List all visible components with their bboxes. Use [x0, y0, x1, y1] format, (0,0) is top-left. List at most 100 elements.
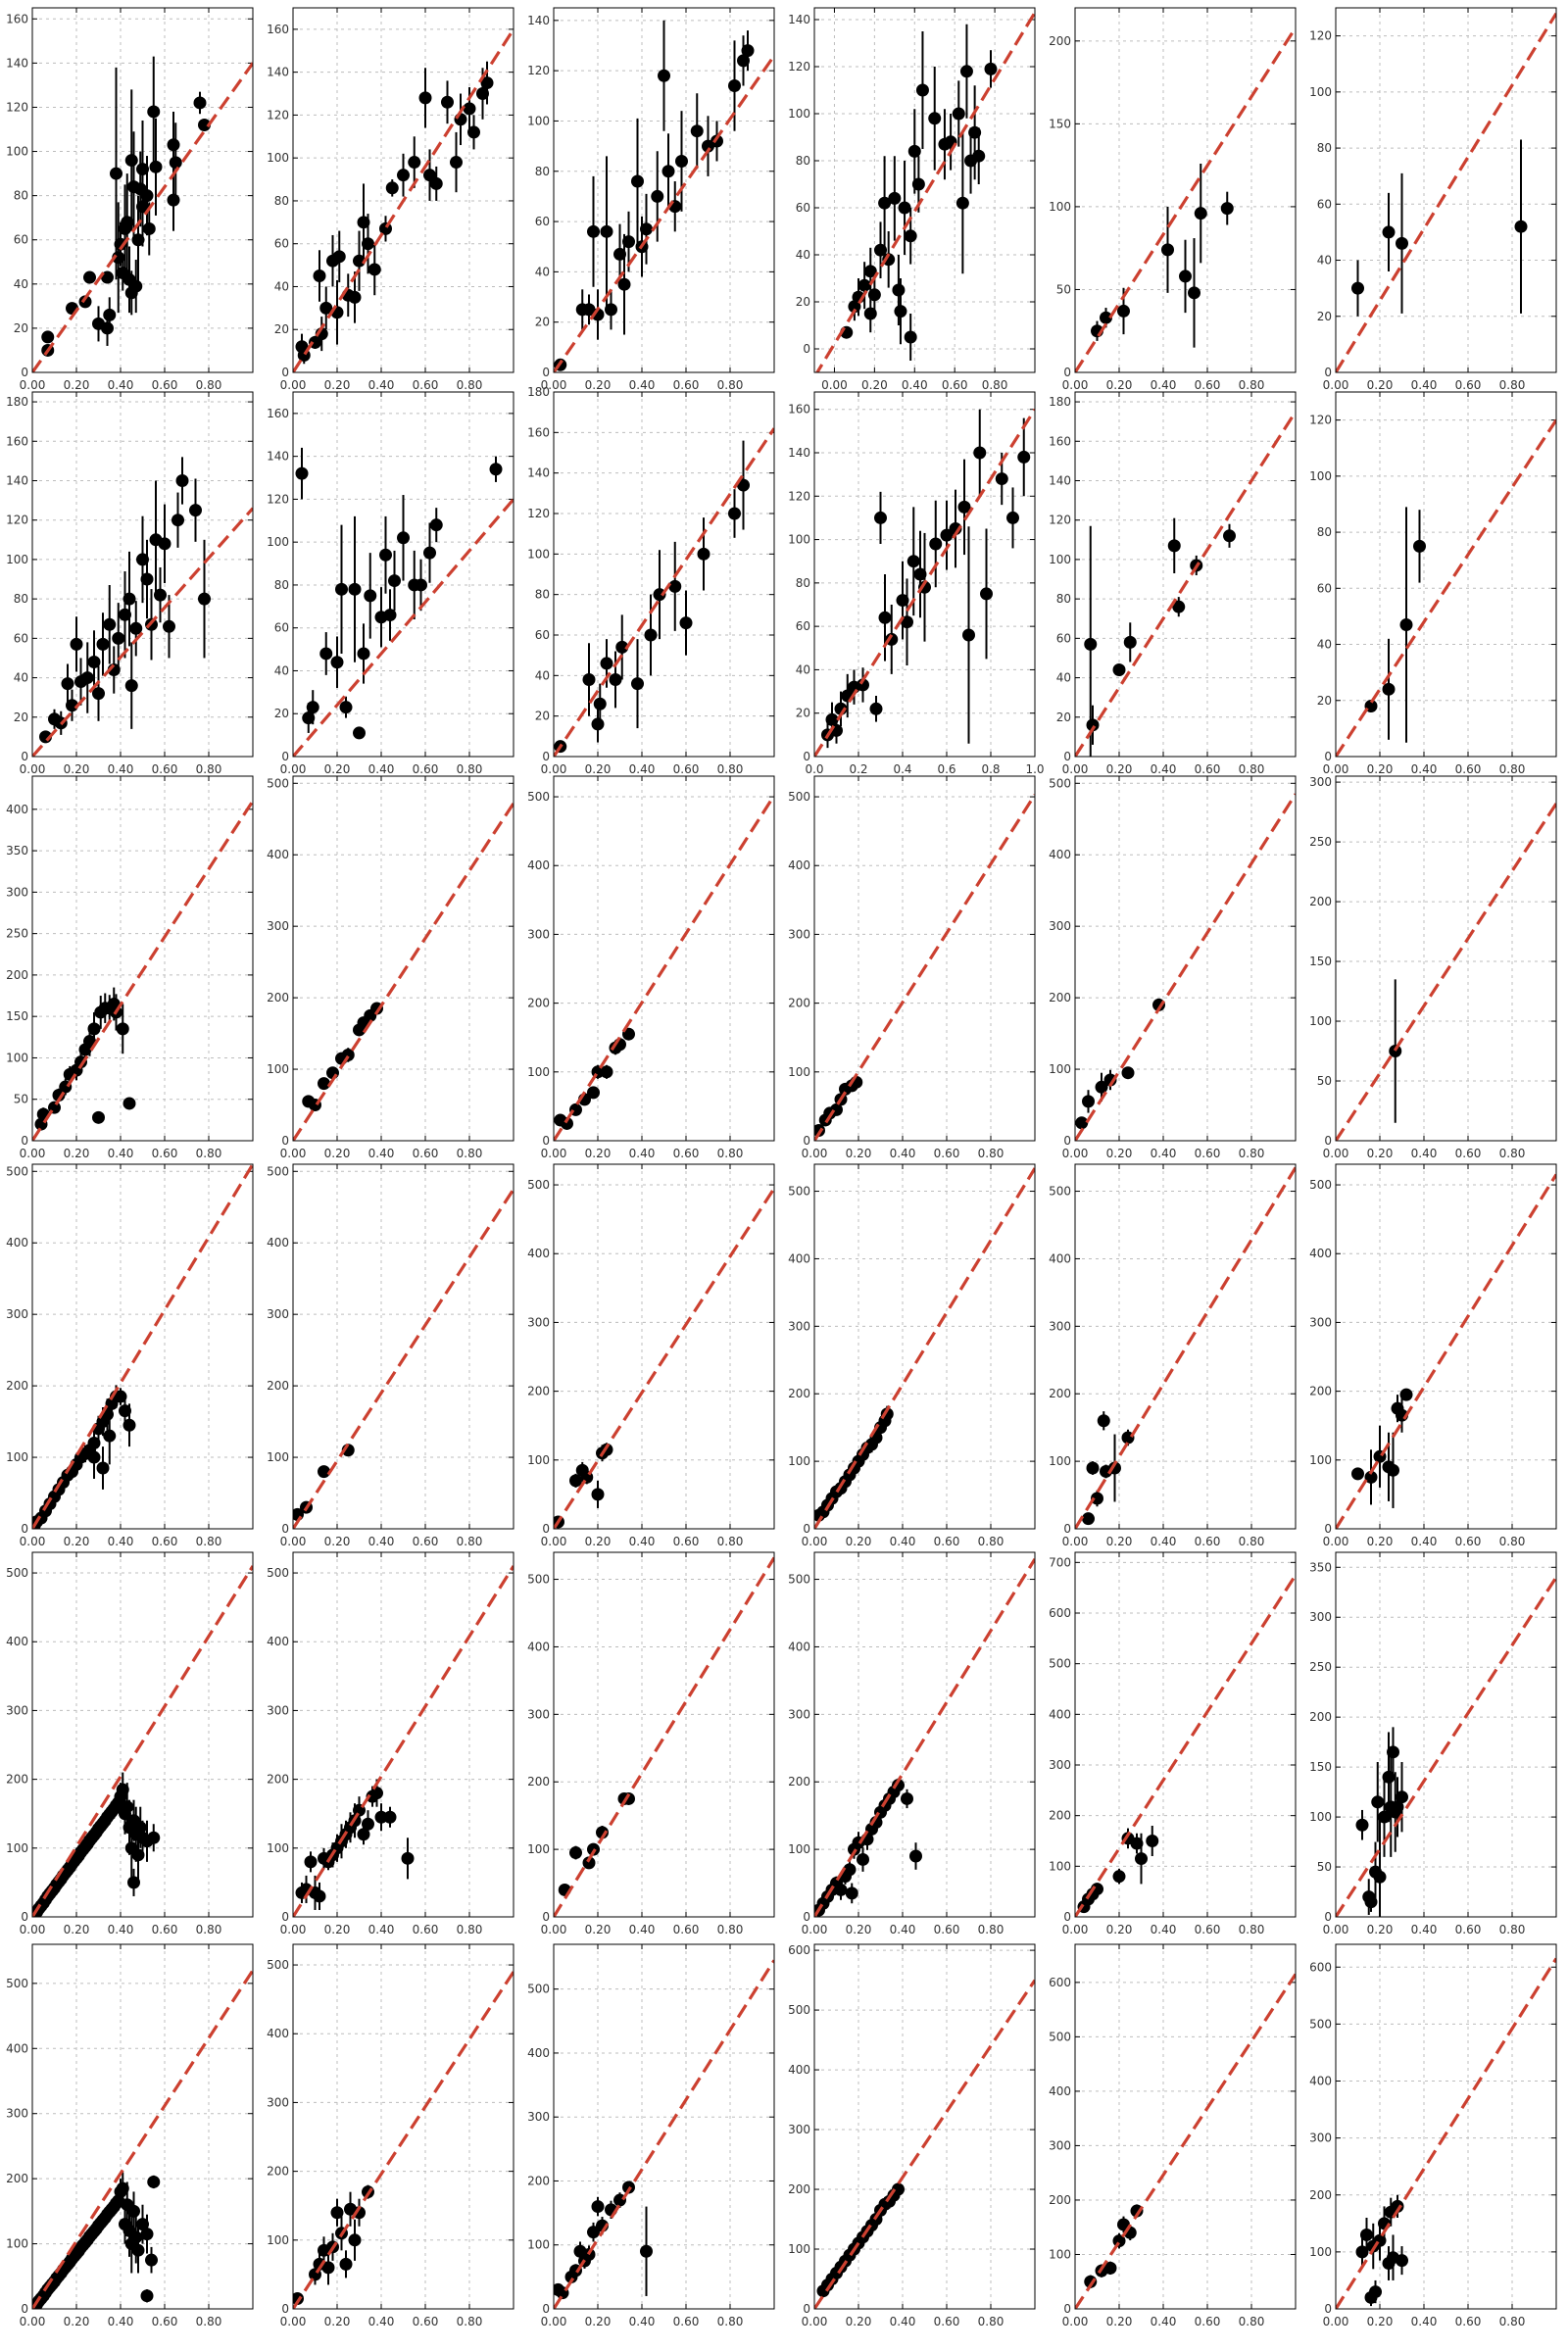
y-tick-label: 60 [1317, 581, 1332, 595]
x-tick-label: 0.00 [1062, 1535, 1089, 1548]
y-tick-label: 400 [6, 1236, 28, 1250]
data-point [1172, 600, 1186, 613]
y-tick-label: 400 [267, 1635, 289, 1648]
data-point [1373, 1870, 1387, 1884]
y-tick-label: 100 [1309, 85, 1332, 99]
data-point [857, 1852, 869, 1866]
y-tick-label: 20 [796, 295, 810, 309]
y-tick-label: 100 [6, 1051, 28, 1064]
x-tick-label: 0.60 [1195, 1535, 1221, 1548]
y-tick-label: 60 [796, 201, 810, 215]
y-tick-label: 200 [6, 1379, 28, 1393]
data-point [415, 578, 427, 592]
data-point [318, 1077, 330, 1091]
reference-line [1336, 12, 1556, 372]
data-point [1167, 539, 1181, 553]
x-tick-label: 0.60 [1455, 1147, 1482, 1160]
y-tick-label: 500 [6, 1977, 28, 1990]
data-point [1413, 539, 1426, 553]
y-tick-label: 140 [527, 14, 550, 27]
reference-line [1075, 1574, 1296, 1917]
data-point [1082, 1095, 1095, 1108]
data-point [972, 149, 986, 163]
data-point [679, 616, 693, 630]
data-point [825, 712, 839, 726]
x-tick-label: 0.60 [673, 2315, 700, 2328]
y-tick-label: 60 [274, 237, 289, 251]
reference-line [32, 1969, 253, 2309]
reference-line [32, 1565, 253, 1917]
x-tick-label: 0.80 [982, 378, 1008, 392]
data-point [96, 1461, 110, 1475]
axes-frame [1335, 1943, 1557, 2310]
data-point [379, 548, 392, 562]
y-tick-label: 40 [274, 279, 289, 293]
y-tick-label: 150 [1309, 955, 1332, 968]
y-tick-label: 120 [1049, 514, 1071, 527]
y-tick-label: 400 [1049, 1251, 1071, 1265]
data-point [172, 514, 184, 527]
data-point [61, 677, 74, 691]
y-tick-label: 0 [281, 2302, 289, 2316]
y-tick-label: 100 [6, 1450, 28, 1464]
x-tick-label: 0.60 [152, 1535, 178, 1548]
data-point [124, 679, 138, 693]
x-tick-label: 0.60 [934, 1535, 960, 1548]
x-tick-label: 0.20 [324, 1535, 351, 1548]
y-tick-label: 500 [527, 1178, 550, 1192]
data-point [1161, 243, 1174, 257]
y-tick-label: 80 [1317, 525, 1332, 539]
data-point [973, 446, 987, 460]
data-point [357, 216, 370, 229]
y-tick-label: 500 [1309, 2017, 1332, 2031]
plot-area [554, 427, 774, 757]
x-tick-label: 0.00 [280, 1535, 307, 1548]
data-point [591, 1488, 605, 1501]
data-point [423, 546, 436, 560]
data-point [569, 1846, 582, 1860]
axes-frame [1335, 391, 1557, 758]
plot-area [1336, 1576, 1556, 1917]
axes-frame [813, 1943, 1036, 2310]
data-point [1378, 1810, 1391, 1824]
data-point [600, 224, 613, 238]
y-tick-label: 60 [1317, 197, 1332, 211]
x-tick-label: 0.40 [890, 1535, 916, 1548]
data-point [388, 574, 401, 588]
y-tick-label: 200 [527, 2174, 550, 2187]
plot-area [293, 28, 514, 372]
data-point [956, 196, 969, 210]
y-tick-label: 40 [14, 277, 28, 291]
x-tick-label: 0.60 [1195, 2315, 1221, 2328]
y-tick-label: 120 [6, 100, 28, 114]
y-tick-label: 600 [788, 1943, 810, 1957]
y-tick-label: 200 [267, 1773, 289, 1787]
plot-area [814, 1558, 1035, 1917]
y-tick-label: 0 [1063, 2302, 1071, 2316]
x-tick-label: 0.80 [1499, 1923, 1526, 1936]
y-tick-label: 400 [1049, 848, 1071, 861]
y-tick-label: 700 [1049, 1555, 1071, 1569]
x-tick-label: 0.40 [108, 1535, 134, 1548]
x-tick-label: 0.20 [64, 1147, 90, 1160]
x-tick-label: 0.80 [717, 378, 744, 392]
data-point [189, 504, 202, 517]
y-tick-label: 100 [1049, 200, 1071, 214]
y-tick-label: 500 [6, 1164, 28, 1178]
data-point [1135, 1852, 1148, 1866]
x-tick-label: 0.80 [978, 1147, 1004, 1160]
y-tick-label: 200 [1049, 34, 1071, 48]
x-tick-label: 0.00 [1323, 2315, 1349, 2328]
x-tick-label: 0.60 [673, 1923, 700, 1936]
x-tick-label: 0.80 [717, 2315, 744, 2328]
y-tick-label: 140 [1049, 473, 1071, 487]
x-tick-label: 0.60 [413, 762, 439, 776]
y-tick-label: 200 [527, 1775, 550, 1788]
y-tick-label: 20 [274, 707, 289, 720]
y-tick-label: 500 [267, 1164, 289, 1178]
y-tick-label: 0 [1324, 1134, 1332, 1148]
y-tick-label: 200 [267, 991, 289, 1004]
data-point [1399, 618, 1413, 632]
x-tick-label: 0.60 [934, 1923, 960, 1936]
